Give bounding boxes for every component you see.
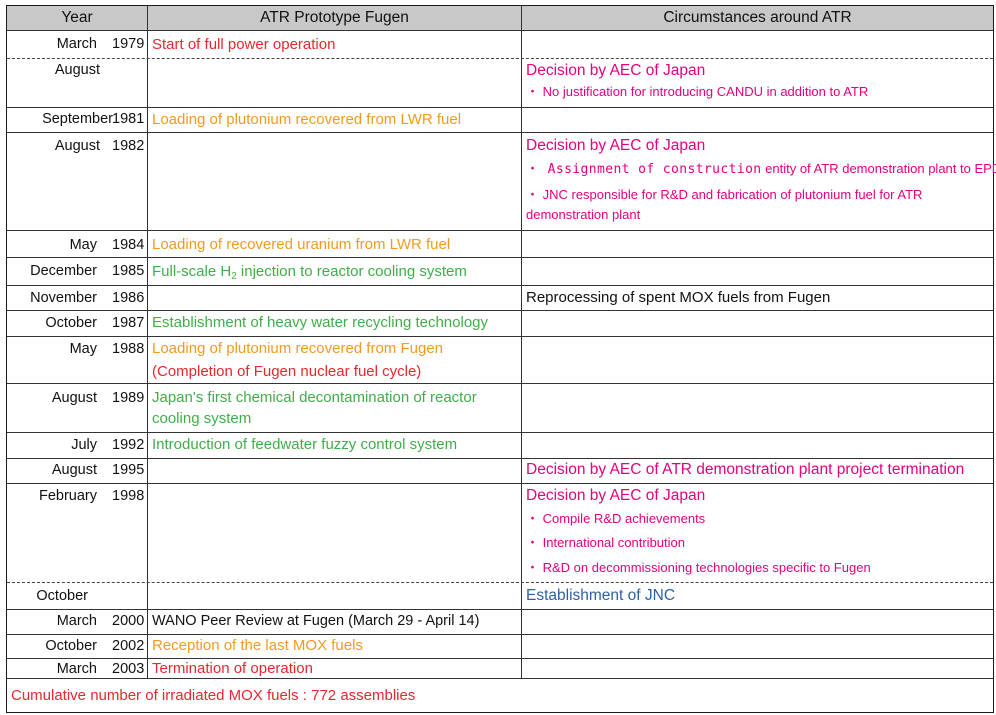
- row-year: 1985: [112, 263, 145, 279]
- row-month: July: [71, 437, 97, 453]
- circumstance-bullet: ・ Compile R&D achievements: [526, 511, 706, 526]
- row-year: 1995: [112, 462, 145, 478]
- row-divider: [7, 285, 993, 286]
- column-divider-2: [521, 6, 522, 678]
- row-month: October: [45, 315, 97, 331]
- row-year: 1989: [112, 390, 145, 406]
- row-month: December: [30, 263, 97, 279]
- row-year: 1987: [112, 315, 145, 331]
- fugen-event: Japan's first chemical decontamination o…: [152, 389, 477, 406]
- row-divider-dashed: [7, 58, 993, 59]
- timeline-table: Year ATR Prototype Fugen Circumstances a…: [6, 5, 996, 713]
- fugen-event-pre: Full-scale H: [152, 263, 232, 280]
- row-month: March: [56, 661, 97, 677]
- row-month: October: [45, 638, 97, 654]
- fugen-event: Loading of plutonium recovered from Fuge…: [152, 340, 444, 357]
- row-divider: [7, 609, 993, 610]
- column-divider-1: [147, 6, 148, 678]
- circumstance-text: Decision by AEC of ATR demonstration pla…: [526, 461, 965, 478]
- header-year: Year: [7, 6, 147, 30]
- row-divider: [7, 383, 993, 384]
- fugen-event: Loading of recovered uranium from LWR fu…: [152, 236, 451, 253]
- row-month: May: [69, 237, 97, 253]
- row-divider: [7, 132, 993, 133]
- footer-cumulative-note: Cumulative number of irradiated MOX fuel…: [11, 687, 416, 704]
- fugen-event-subscript: 2: [231, 271, 237, 282]
- row-year: 2003: [112, 661, 145, 677]
- row-divider: [7, 678, 993, 679]
- fugen-event: Termination of operation: [152, 660, 313, 677]
- fugen-event-note: (Completion of Fugen nuclear fuel cycle): [152, 363, 422, 380]
- row-year: 1998: [112, 488, 145, 504]
- row-divider: [7, 458, 993, 459]
- row-divider: [7, 658, 993, 659]
- row-year: 2002: [112, 638, 145, 654]
- fugen-event: Start of full power operation: [152, 36, 336, 53]
- row-divider: [7, 483, 993, 484]
- circumstance-bullet: ・ Assignment of construction entity of A…: [526, 158, 996, 181]
- row-divider: [7, 634, 993, 635]
- circumstance-title: Decision by AEC of Japan: [526, 487, 706, 504]
- row-month: August: [51, 462, 97, 478]
- row-month: March: [56, 613, 97, 629]
- fugen-event: WANO Peer Review at Fugen (March 29 - Ap…: [152, 613, 480, 629]
- row-divider: [7, 310, 993, 311]
- row-divider: [7, 230, 993, 231]
- circumstance-bullet: ・ International contribution: [526, 535, 685, 550]
- row-divider: [7, 432, 993, 433]
- fugen-event: Introduction of feedwater fuzzy control …: [152, 436, 458, 453]
- row-month: February: [38, 488, 97, 504]
- row-year: 1979: [112, 36, 145, 52]
- row-divider: [7, 336, 993, 337]
- circumstance-bullet: ・ JNC responsible for R&D and fabricatio…: [526, 187, 923, 202]
- circumstance-title: Decision by AEC of Japan: [526, 137, 706, 154]
- row-month: September: [42, 111, 113, 127]
- circumstance-text: Reprocessing of spent MOX fuels from Fug…: [526, 289, 831, 306]
- row-month: November: [30, 290, 97, 306]
- row-month: March: [56, 36, 97, 52]
- fugen-event: Loading of plutonium recovered from LWR …: [152, 111, 462, 128]
- row-year: 2000: [112, 613, 145, 629]
- row-year: 1982: [112, 138, 145, 154]
- header-fugen: ATR Prototype Fugen: [148, 6, 521, 30]
- fugen-event-cont: cooling system: [152, 410, 252, 427]
- circumstance-title: Decision by AEC of Japan: [526, 62, 706, 79]
- fugen-event-post: injection to reactor cooling system: [236, 263, 467, 280]
- row-divider: [7, 30, 993, 31]
- header-circumstances: Circumstances around ATR: [522, 6, 993, 30]
- circumstance-bullet: ・ R&D on decommissioning technologies sp…: [526, 560, 871, 575]
- fugen-event: Full-scale H2 injection to reactor cooli…: [152, 261, 467, 283]
- row-month: May: [69, 341, 97, 357]
- row-divider-dashed: [7, 582, 993, 583]
- circumstance-bullet-rest: entity of ATR demonstration plant to EPD…: [761, 161, 996, 176]
- circumstance-text: Establishment of JNC: [526, 587, 676, 604]
- row-month: August: [54, 62, 100, 78]
- row-month: August: [54, 138, 100, 154]
- row-year: 1981: [112, 111, 145, 127]
- row-year: 1986: [112, 290, 145, 306]
- circumstance-bullet: ・ No justification for introducing CANDU…: [526, 84, 869, 99]
- fugen-event: Reception of the last MOX fuels: [152, 637, 363, 654]
- row-month: August: [51, 390, 97, 406]
- row-year: 1992: [112, 437, 145, 453]
- circumstance-bullet-mono: ・ Assignment of construction: [526, 162, 762, 177]
- row-year: 1984: [112, 237, 145, 253]
- row-year: 1988: [112, 341, 145, 357]
- circumstance-bullet-cont: demonstration plant: [526, 207, 641, 222]
- row-divider: [7, 257, 993, 258]
- row-month: October: [36, 588, 88, 604]
- fugen-event: Establishment of heavy water recycling t…: [152, 314, 489, 331]
- row-divider: [7, 107, 993, 108]
